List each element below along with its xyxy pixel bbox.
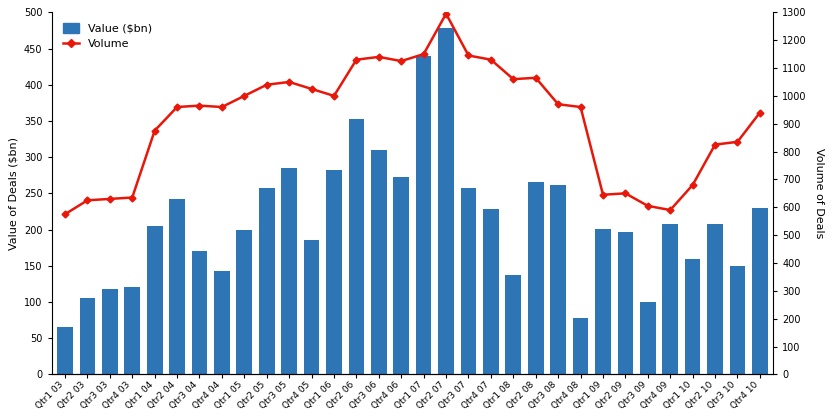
Bar [259,188,275,374]
Bar [572,318,588,374]
Y-axis label: Value of Deals ($bn): Value of Deals ($bn) [8,137,18,250]
Bar [640,302,656,374]
Bar [191,251,207,374]
Bar [550,185,566,374]
Bar [506,275,521,374]
Bar [125,287,140,374]
Bar [371,150,387,374]
Y-axis label: Volume of Deals: Volume of Deals [814,148,824,238]
Legend: Value ($bn), Volume: Value ($bn), Volume [57,18,158,54]
Bar [281,168,297,374]
Bar [662,225,678,374]
Bar [169,199,185,374]
Bar [707,225,723,374]
Bar [685,259,701,374]
Bar [461,188,477,374]
Bar [102,289,117,374]
Bar [527,183,543,374]
Bar [304,240,319,374]
Bar [438,28,454,374]
Bar [752,208,768,374]
Bar [394,177,409,374]
Bar [617,232,633,374]
Bar [146,226,162,374]
Bar [595,229,611,374]
Bar [483,209,498,374]
Bar [57,327,73,374]
Bar [416,56,432,374]
Bar [80,298,95,374]
Bar [214,271,230,374]
Bar [326,170,342,374]
Bar [236,230,252,374]
Bar [349,119,364,374]
Bar [730,266,745,374]
